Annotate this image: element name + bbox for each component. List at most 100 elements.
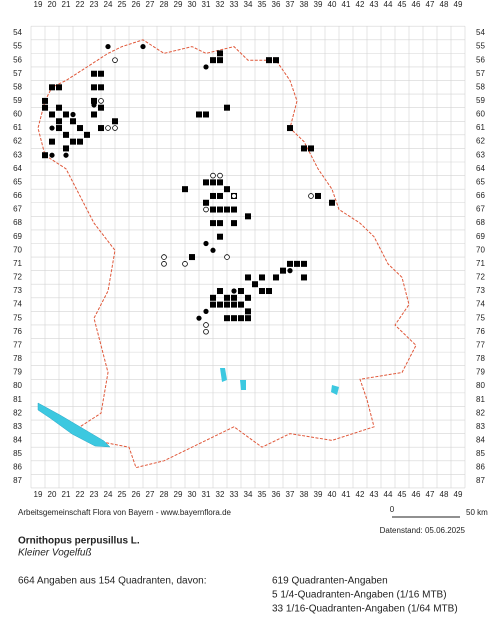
record-square (231, 206, 237, 213)
x-label: 41 (342, 490, 351, 499)
x-label: 19 (34, 0, 43, 9)
record-square (252, 281, 258, 288)
record-dot (231, 288, 237, 294)
x-label: 42 (356, 490, 365, 499)
y-label: 59 (476, 96, 485, 105)
x-label: 34 (244, 0, 253, 9)
y-label: 56 (476, 55, 485, 64)
y-label: 70 (476, 245, 485, 254)
record-dot (287, 268, 293, 274)
record-square (63, 131, 69, 138)
record-circle (308, 193, 314, 199)
x-label: 38 (300, 490, 309, 499)
x-label: 21 (62, 0, 71, 9)
x-label: 23 (90, 490, 99, 499)
record-square (63, 145, 69, 152)
x-label: 19 (34, 490, 43, 499)
record-square (84, 131, 90, 138)
y-label: 79 (13, 368, 22, 377)
x-label: 28 (160, 0, 169, 9)
y-label: 85 (13, 449, 22, 458)
record-square (91, 84, 97, 91)
record-square (210, 179, 216, 186)
record-dot (196, 315, 202, 321)
record-square (245, 315, 251, 322)
record-circle (203, 322, 209, 328)
record-square (259, 288, 265, 295)
y-label: 73 (476, 286, 485, 295)
x-label: 40 (328, 0, 337, 9)
y-label: 81 (13, 395, 22, 404)
y-label: 81 (476, 395, 485, 404)
record-square (308, 145, 314, 152)
y-label: 76 (13, 327, 22, 336)
y-label: 55 (476, 42, 485, 51)
record-square (217, 301, 223, 308)
record-dot (70, 111, 76, 118)
x-label: 35 (258, 490, 267, 499)
record-square (182, 186, 188, 193)
x-label: 49 (454, 490, 463, 499)
record-square (56, 104, 62, 111)
y-label: 83 (476, 422, 485, 431)
record-dot (49, 152, 55, 158)
record-circle (231, 193, 237, 199)
y-label: 68 (476, 218, 485, 227)
y-label: 72 (476, 273, 485, 282)
x-label: 46 (412, 490, 421, 499)
y-label: 67 (476, 205, 485, 214)
record-square (315, 192, 321, 199)
x-label: 26 (132, 490, 141, 499)
record-circle (112, 57, 118, 63)
record-square (245, 274, 251, 281)
record-square (287, 260, 293, 267)
x-label: 20 (48, 0, 57, 9)
record-square (203, 199, 209, 206)
record-square (217, 50, 223, 57)
y-label: 62 (13, 137, 22, 146)
y-label: 69 (13, 232, 22, 241)
summary: 664 Angaben aus 154 Quadranten, davon: (18, 576, 207, 587)
scale-start: 0 (390, 505, 395, 514)
record-square (245, 308, 251, 315)
record-square (91, 97, 97, 104)
y-label: 63 (476, 150, 485, 159)
x-label: 30 (188, 490, 197, 499)
record-square (245, 294, 251, 301)
y-label: 85 (476, 449, 485, 458)
x-label: 34 (244, 490, 253, 499)
record-square (217, 192, 223, 199)
y-label: 67 (13, 205, 22, 214)
record-square (217, 288, 223, 295)
y-label: 77 (476, 340, 485, 349)
y-label: 86 (476, 463, 485, 472)
y-label: 74 (13, 300, 22, 309)
record-circle (203, 328, 209, 335)
y-label: 54 (13, 28, 22, 37)
y-label: 62 (476, 137, 485, 146)
record-dot (63, 152, 69, 158)
record-square (91, 111, 97, 118)
record-square (217, 179, 223, 186)
x-label: 21 (62, 490, 71, 499)
y-label: 80 (13, 381, 22, 390)
record-square (224, 104, 230, 111)
record-square (56, 125, 62, 132)
record-circle (161, 261, 167, 267)
x-label: 26 (132, 0, 141, 9)
x-label: 44 (384, 490, 393, 499)
record-square (70, 138, 76, 145)
y-label: 76 (476, 327, 485, 336)
x-label: 27 (146, 0, 155, 9)
record-dot (210, 247, 216, 253)
record-square (98, 70, 104, 77)
record-square (63, 111, 69, 118)
record-square (196, 111, 202, 118)
y-label: 55 (13, 42, 22, 51)
y-label: 84 (476, 436, 485, 445)
record-square (224, 315, 230, 322)
x-label: 48 (440, 490, 449, 499)
y-label: 71 (476, 259, 485, 268)
record-square (77, 138, 83, 145)
x-label: 39 (314, 490, 323, 499)
